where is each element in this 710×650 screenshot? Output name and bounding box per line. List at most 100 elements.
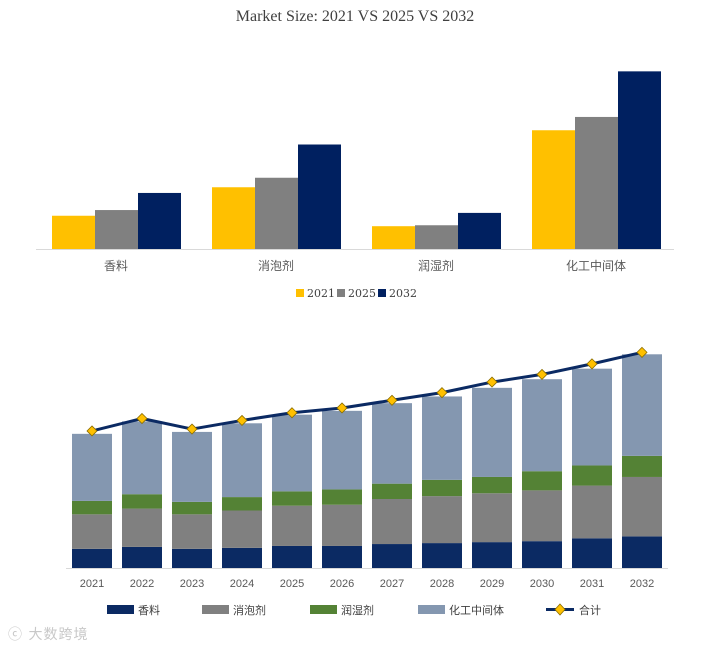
- chart2-bar-segment-1-2021: [72, 548, 112, 568]
- chart1-bar-2025-4: [575, 116, 618, 249]
- chart2-bar-segment-4-2027: [372, 403, 412, 484]
- chart2-bar-segment-1-2022: [122, 546, 162, 568]
- chart2-year-label: 2028: [430, 578, 454, 590]
- chart1-legend-swatch-2025: [337, 289, 345, 297]
- chart2-bar-segment-4-2021: [72, 433, 112, 501]
- chart2-bar-segment-2-2024: [222, 510, 262, 548]
- chart2-legend-label: 化工中间体: [449, 603, 504, 617]
- chart2-year-label: 2021: [80, 578, 104, 590]
- chart2-bar-segment-4-2024: [222, 423, 262, 498]
- chart2-bar-segment-3-2021: [72, 500, 112, 515]
- chart2-legend-swatch-1: [107, 605, 134, 614]
- chart2-year-label: 2032: [630, 578, 654, 590]
- chart1-category-label: 香料: [104, 259, 128, 273]
- chart2-bar-segment-2-2028: [422, 496, 462, 544]
- chart2-bar-segment-2-2027: [372, 499, 412, 545]
- chart2-year-label: 2023: [180, 578, 204, 590]
- chart2-bar-segment-3-2027: [372, 483, 412, 499]
- chart2-bar-segment-2-2023: [172, 514, 212, 549]
- chart2-total-marker-2024: [236, 414, 248, 426]
- chart2-bar-segment-1-2023: [172, 548, 212, 568]
- chart2-year-label: 2025: [280, 578, 304, 590]
- chart2-bar-segment-2-2032: [622, 476, 662, 537]
- chart2-total-marker-2025: [286, 407, 298, 419]
- chart2-legend-marker: [554, 603, 566, 616]
- chart1-category-label: 消泡剂: [258, 258, 294, 273]
- chart2-bar-segment-4-2025: [272, 414, 312, 492]
- chart1-bar-2021-1: [52, 215, 95, 249]
- chart2-bar-segment-3-2022: [122, 494, 162, 509]
- chart-title: Market Size: 2021 VS 2025 VS 2032: [235, 8, 475, 25]
- chart1-legend-swatch-2032: [378, 289, 386, 297]
- chart2-legend-label: 香料: [138, 603, 160, 617]
- chart2-bar-segment-1-2032: [622, 536, 662, 568]
- chart2-bar-segment-1-2029: [472, 542, 512, 568]
- chart2-legend-label: 消泡剂: [233, 603, 266, 617]
- watermark-icon: ⓒ: [8, 627, 23, 643]
- chart2-bar-segment-4-2028: [422, 396, 462, 480]
- chart2-bar-segment-1-2031: [572, 538, 612, 568]
- chart2-total-marker-2027: [386, 394, 398, 406]
- chart2-bar-segment-4-2026: [322, 410, 362, 490]
- chart2-bar-segment-1-2024: [222, 547, 262, 568]
- chart2-bar-segment-2-2022: [122, 508, 162, 547]
- chart1-legend-swatch-2021: [296, 289, 304, 297]
- chart2-year-label: 2024: [230, 578, 254, 590]
- chart2-bar-segment-2-2030: [522, 490, 562, 542]
- chart2-total-marker-2026: [336, 402, 348, 414]
- chart1-bar-2032-1: [138, 192, 181, 249]
- chart2-bar-segment-2-2026: [322, 504, 362, 546]
- chart1-bar-2032-3: [458, 212, 501, 249]
- chart2-bar-segment-3-2032: [622, 455, 662, 477]
- chart2-bar-segment-1-2028: [422, 543, 462, 568]
- chart2-bar-segment-3-2030: [522, 471, 562, 491]
- chart2-bar-segment-3-2026: [322, 489, 362, 505]
- chart2-year-label: 2026: [330, 578, 354, 590]
- chart2-year-label: 2027: [380, 578, 404, 590]
- chart2-bar-segment-2-2025: [272, 505, 312, 546]
- chart2-year-label: 2022: [130, 578, 154, 590]
- chart1-bar-2025-2: [255, 177, 298, 249]
- chart2-total-marker-2028: [436, 387, 448, 399]
- chart2-bar-segment-4-2030: [522, 379, 562, 472]
- chart2-legend-label: 合计: [579, 603, 601, 617]
- chart2-bar-segment-3-2028: [422, 479, 462, 497]
- chart1-bar-2021-4: [532, 130, 575, 249]
- chart1-bar-2021-2: [212, 187, 255, 249]
- chart1-bar-2025-3: [415, 225, 458, 249]
- chart2-bar-segment-3-2029: [472, 476, 512, 494]
- chart2-bar-segment-1-2025: [272, 545, 312, 568]
- watermark-text: 大数跨境: [28, 627, 89, 643]
- chart2-bar-segment-2-2029: [472, 493, 512, 543]
- watermark-logo: ⓒ 大数跨境: [8, 624, 88, 644]
- chart1-bar-2032-4: [618, 71, 661, 249]
- chart2-total-marker-2029: [486, 376, 498, 388]
- chart2-bar-segment-3-2023: [172, 501, 212, 515]
- chart2-total-marker-2031: [586, 358, 598, 370]
- chart2-bar-segment-4-2022: [122, 421, 162, 495]
- chart2-bar-segment-4-2023: [172, 431, 212, 502]
- chart2-total-marker-2021: [86, 425, 98, 437]
- chart2-legend-label: 润湿剂: [341, 603, 374, 617]
- chart1-legend-label: 2021: [307, 287, 335, 300]
- chart2-bar-segment-2-2031: [572, 485, 612, 539]
- chart1-category-label: 润湿剂: [418, 258, 454, 273]
- chart2-bar-segment-1-2030: [522, 541, 562, 568]
- chart2-year-label: 2031: [580, 578, 604, 590]
- chart1-bar-2025-1: [95, 210, 138, 249]
- chart2-bar-segment-3-2025: [272, 491, 312, 506]
- chart2-bar-segment-4-2031: [572, 368, 612, 466]
- chart2-bar-segment-3-2024: [222, 497, 262, 511]
- chart1-bar-2021-3: [372, 226, 415, 249]
- chart1-legend-label: 2032: [389, 287, 417, 300]
- chart2-total-marker-2030: [536, 368, 548, 380]
- chart2-legend-swatch-3: [310, 605, 337, 614]
- chart2-legend-swatch-2: [202, 605, 229, 614]
- chart2-year-label: 2030: [530, 578, 554, 590]
- chart2-total-line: [91, 350, 643, 433]
- chart2-legend-swatch-4: [418, 605, 445, 614]
- chart2-bar-segment-1-2026: [322, 545, 362, 568]
- chart2-bar-segment-3-2031: [572, 465, 612, 486]
- chart2-year-label: 2029: [480, 578, 504, 590]
